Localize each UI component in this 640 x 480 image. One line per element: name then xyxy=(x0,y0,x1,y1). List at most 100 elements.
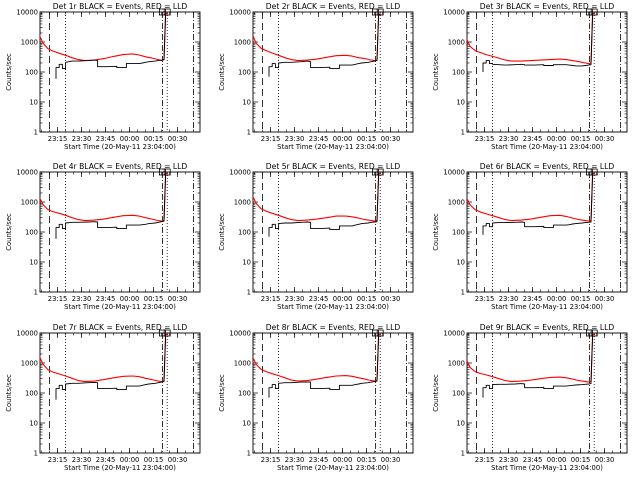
square-marker xyxy=(590,168,598,176)
y-tick-label: 10 xyxy=(456,419,465,427)
y-axis-label: Counts/sec xyxy=(5,374,13,412)
panel: Det 1r BLACK = Events, RED = LLD 1 10 100 10… xyxy=(5,2,201,151)
x-axis-label: Start Time (20-May-11 23:04:00) xyxy=(64,303,176,311)
y-tick-label: 1 xyxy=(247,449,251,457)
y-tick-label: 10 xyxy=(456,258,465,266)
x-tick-label: 23:30 xyxy=(499,295,519,303)
x-tick-label: 00:30 xyxy=(168,456,188,464)
plot-frame xyxy=(252,332,414,454)
x-tick-label: 00:15 xyxy=(571,456,591,464)
x-tick-label: 23:30 xyxy=(72,456,92,464)
y-axis-label: Counts/sec xyxy=(432,213,440,251)
lld-series-line xyxy=(40,12,168,62)
y-tick-label: 1 xyxy=(247,288,251,296)
y-axis-label: Counts/sec xyxy=(5,213,13,251)
x-tick-label: 00:30 xyxy=(381,456,401,464)
x-tick-label: 00:30 xyxy=(381,135,401,143)
square-marker xyxy=(371,8,379,16)
x-tick-label: 23:45 xyxy=(309,456,329,464)
y-tick-label: 10 xyxy=(242,98,251,106)
x-axis-label: Start Time (20-May-11 23:04:00) xyxy=(64,464,176,472)
y-tick-label: 10 xyxy=(456,98,465,106)
x-tick-label: 00:15 xyxy=(144,456,164,464)
x-tick-label: 00:30 xyxy=(168,135,188,143)
plot-frame xyxy=(39,11,201,133)
square-marker xyxy=(163,329,171,337)
x-axis-label: Start Time (20-May-11 23:04:00) xyxy=(491,464,603,472)
panel-title: Det 4r BLACK = Events, RED = LLD xyxy=(53,162,188,171)
x-tick-label: 23:15 xyxy=(475,135,495,143)
y-tick-label: 100 xyxy=(238,68,251,76)
square-marker xyxy=(376,168,384,176)
y-tick-label: 100 xyxy=(25,389,38,397)
y-tick-label: 1 xyxy=(461,449,465,457)
x-axis-label: Start Time (20-May-11 23:04:00) xyxy=(64,143,176,151)
lld-series-line xyxy=(253,333,381,382)
x-tick-label: 23:15 xyxy=(48,295,68,303)
square-marker xyxy=(163,8,171,16)
y-tick-label: 1000 xyxy=(21,359,38,367)
events-series-line xyxy=(268,174,381,237)
lld-series-line xyxy=(40,172,168,222)
panel-title: Det 9r BLACK = Events, RED = LLD xyxy=(480,323,615,332)
y-tick-label: 10000 xyxy=(443,329,465,337)
y-tick-label: 10 xyxy=(242,258,251,266)
y-tick-label: 100 xyxy=(238,389,251,397)
square-marker xyxy=(590,8,598,16)
plot-frame xyxy=(466,11,628,133)
panel-title: Det 5r BLACK = Events, RED = LLD xyxy=(266,162,401,171)
y-tick-label: 100 xyxy=(452,389,465,397)
square-marker xyxy=(158,8,166,16)
x-tick-label: 00:30 xyxy=(595,135,615,143)
x-tick-label: 23:45 xyxy=(523,295,543,303)
x-tick-label: 00:30 xyxy=(595,295,615,303)
x-tick-label: 23:30 xyxy=(285,456,305,464)
y-tick-label: 1000 xyxy=(234,359,251,367)
x-tick-label: 23:45 xyxy=(523,135,543,143)
plot-frame xyxy=(252,171,414,293)
x-tick-label: 00:30 xyxy=(168,295,188,303)
x-tick-label: 00:15 xyxy=(357,135,377,143)
square-marker xyxy=(158,329,166,337)
y-tick-label: 10000 xyxy=(229,168,251,176)
x-tick-label: 23:45 xyxy=(309,295,329,303)
y-tick-label: 10000 xyxy=(16,8,38,16)
x-tick-label: 23:15 xyxy=(261,456,281,464)
panel: Det 8r BLACK = Events, RED = LLD 1 10 100 10… xyxy=(218,323,414,472)
x-tick-label: 00:15 xyxy=(144,295,164,303)
panel: Det 2r BLACK = Events, RED = LLD 1 10 100 10… xyxy=(218,2,414,151)
x-axis-label: Start Time (20-May-11 23:04:00) xyxy=(491,143,603,151)
x-axis-label: Start Time (20-May-11 23:04:00) xyxy=(277,143,389,151)
y-tick-label: 10 xyxy=(242,419,251,427)
x-tick-label: 23:30 xyxy=(72,295,92,303)
square-marker xyxy=(371,168,379,176)
square-marker xyxy=(376,8,384,16)
events-series-line xyxy=(55,335,168,400)
y-tick-label: 10000 xyxy=(229,8,251,16)
x-tick-label: 00:15 xyxy=(571,295,591,303)
y-tick-label: 10000 xyxy=(16,168,38,176)
x-axis-label: Start Time (20-May-11 23:04:00) xyxy=(277,303,389,311)
lld-series-line xyxy=(40,333,168,383)
y-tick-label: 1000 xyxy=(448,359,465,367)
y-tick-label: 1 xyxy=(247,128,251,136)
events-series-line xyxy=(55,174,168,239)
x-tick-label: 00:00 xyxy=(120,456,140,464)
events-series-line xyxy=(268,14,381,77)
x-tick-label: 00:00 xyxy=(333,295,353,303)
x-tick-label: 00:00 xyxy=(547,295,567,303)
panel: Det 4r BLACK = Events, RED = LLD 1 10 100 10… xyxy=(5,162,201,311)
plot-frame xyxy=(252,11,414,133)
events-series-line xyxy=(55,14,168,79)
x-tick-label: 00:00 xyxy=(333,135,353,143)
panel-title: Det 1r BLACK = Events, RED = LLD xyxy=(53,2,188,11)
y-tick-label: 1 xyxy=(34,449,38,457)
y-axis-label: Counts/sec xyxy=(432,53,440,91)
x-tick-label: 00:00 xyxy=(547,135,567,143)
events-series-line xyxy=(482,14,595,72)
square-marker xyxy=(586,168,593,176)
y-tick-label: 1000 xyxy=(234,38,251,46)
x-tick-label: 00:00 xyxy=(120,135,140,143)
x-tick-label: 23:15 xyxy=(48,135,68,143)
x-axis-label: Start Time (20-May-11 23:04:00) xyxy=(491,303,603,311)
